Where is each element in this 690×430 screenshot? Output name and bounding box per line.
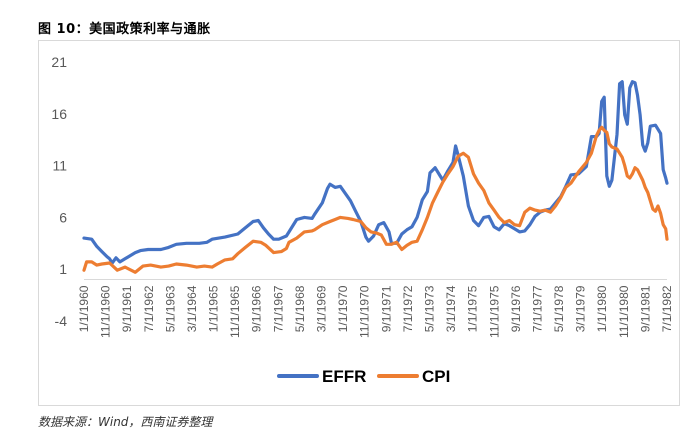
- x-tick-label: 9/1/1976: [509, 285, 523, 332]
- x-tick-label: 11/1/1975: [487, 285, 501, 338]
- x-tick-label: 3/1/1969: [315, 285, 329, 332]
- legend-label-cpi: CPI: [422, 367, 450, 386]
- x-tick-label: 7/1/1982: [660, 285, 674, 332]
- x-tick-label: 9/1/1961: [120, 285, 134, 332]
- x-tick-label: 1/1/1980: [595, 285, 609, 332]
- x-tick-label: 5/1/1978: [552, 285, 566, 332]
- line-chart: 21 16 11 6 1 -4 1/1/1960 11/1/1960 9/1/1961 7/1/…: [51, 54, 674, 386]
- x-tick-label: 11/1/1970: [358, 285, 372, 338]
- y-axis: 21 16 11 6 1 -4: [51, 54, 667, 329]
- x-tick-label: 11/1/1965: [228, 285, 242, 338]
- x-tick-label: 11/1/1960: [99, 285, 113, 338]
- x-tick-label: 3/1/1964: [185, 285, 199, 332]
- x-tick-label: 5/1/1973: [422, 285, 436, 332]
- x-tick-label: 1/1/1965: [207, 285, 221, 332]
- x-tick-label: 7/1/1972: [401, 285, 415, 332]
- x-tick-label: 7/1/1962: [142, 285, 156, 332]
- y-tick-label: 1: [59, 261, 67, 277]
- series-group: [82, 80, 669, 274]
- x-tick-label: 1/1/1975: [466, 285, 480, 332]
- x-tick-label: 3/1/1974: [444, 285, 458, 332]
- source-note: 数据来源：Wind，西南证券整理: [38, 415, 213, 429]
- x-tick-label: 1/1/1970: [336, 285, 350, 332]
- series-line-effr: [82, 80, 669, 265]
- y-tick-label: 16: [51, 106, 67, 122]
- x-tick-label: 5/1/1963: [163, 285, 177, 332]
- x-tick-label: 5/1/1968: [293, 285, 307, 332]
- x-tick-label: 1/1/1960: [77, 285, 91, 332]
- x-tick-label: 7/1/1977: [530, 285, 544, 332]
- chart-frame: 21 16 11 6 1 -4 1/1/1960 11/1/1960 9/1/1961 7/1/…: [38, 40, 680, 406]
- x-tick-label: 3/1/1979: [574, 285, 588, 332]
- x-tick-label: 9/1/1971: [379, 285, 393, 332]
- x-tick-label: 9/1/1981: [638, 285, 652, 332]
- x-tick-label: 7/1/1967: [271, 285, 285, 332]
- y-tick-label: -4: [55, 313, 68, 329]
- y-tick-label: 21: [51, 54, 67, 70]
- legend-label-effr: EFFR: [322, 367, 366, 386]
- x-tick-label: 9/1/1966: [250, 285, 264, 332]
- x-axis: 1/1/1960 11/1/1960 9/1/1961 7/1/1962 5/1/196…: [77, 285, 674, 338]
- y-tick-label: 11: [52, 158, 67, 174]
- figure-title: 图 10：美国政策利率与通胀: [38, 22, 211, 37]
- legend: EFFR CPI: [277, 367, 450, 386]
- series-line-cpi: [82, 125, 669, 274]
- y-tick-label: 6: [59, 209, 67, 225]
- x-tick-label: 11/1/1980: [617, 285, 631, 338]
